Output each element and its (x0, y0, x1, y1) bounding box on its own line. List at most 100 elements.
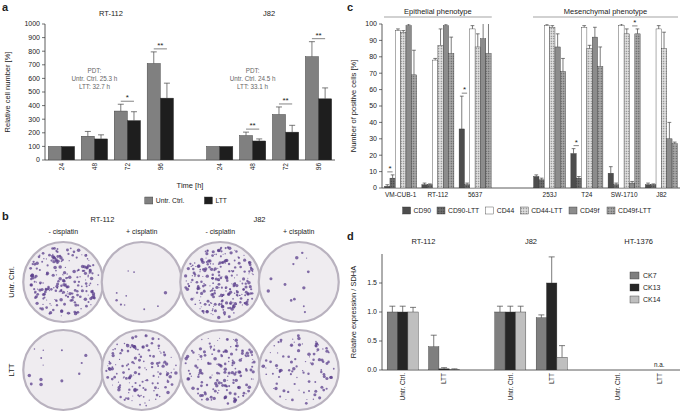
colony (173, 368, 174, 369)
colony (41, 307, 44, 310)
colony (145, 334, 148, 337)
bar (576, 178, 581, 188)
colony (291, 370, 293, 372)
colony (221, 299, 223, 301)
tick-label: 1.5 (367, 279, 377, 286)
colony (186, 280, 187, 281)
legend-swatch (437, 207, 445, 214)
colony (314, 381, 316, 383)
colony (195, 266, 196, 267)
tick-label: 100 (28, 143, 40, 150)
colony (30, 383, 33, 386)
colony (85, 290, 87, 292)
colony (164, 291, 167, 294)
colony (116, 343, 118, 345)
colony (197, 376, 199, 378)
tick (42, 132, 45, 133)
colony (201, 399, 203, 401)
colony (81, 289, 84, 292)
colony (212, 308, 214, 310)
bar (645, 185, 650, 188)
significance: * (575, 138, 578, 147)
group-line (384, 17, 492, 18)
colony (309, 356, 310, 357)
colony (285, 399, 286, 400)
colony (320, 386, 323, 389)
colony (112, 385, 113, 386)
colony (230, 346, 232, 348)
colony (56, 304, 58, 306)
colony (251, 362, 252, 363)
colony (67, 296, 69, 298)
colony (232, 359, 234, 361)
colony (86, 267, 88, 269)
colony (246, 280, 248, 282)
colony (201, 306, 202, 307)
colony (228, 385, 230, 387)
colony (66, 249, 69, 252)
tick (379, 73, 382, 74)
colony (235, 250, 237, 252)
colony (202, 310, 205, 313)
colony (171, 383, 174, 386)
error-bar (630, 181, 634, 183)
colony (229, 302, 232, 305)
colony (145, 335, 146, 336)
category-label: 24 (216, 163, 223, 171)
marks (385, 24, 678, 188)
tick (379, 155, 382, 156)
bar (408, 312, 418, 370)
bar (536, 318, 546, 370)
colony (212, 287, 214, 289)
colony (126, 344, 130, 348)
legend-swatch (630, 284, 639, 291)
colony (302, 343, 303, 344)
bar (449, 54, 454, 188)
significance: ** (249, 121, 255, 130)
colony (200, 258, 203, 261)
colony (145, 380, 146, 381)
y-axis (382, 24, 383, 188)
colonies (261, 334, 334, 404)
colony (112, 349, 114, 351)
colony (39, 378, 42, 381)
colony (194, 276, 195, 277)
colony (228, 315, 231, 318)
error-bar (598, 47, 602, 67)
colony (121, 349, 123, 351)
error-bar (497, 306, 503, 312)
colony (265, 359, 267, 361)
colony (217, 316, 220, 319)
category-label: LTT (440, 373, 447, 384)
error-bar (561, 58, 565, 71)
colony (47, 286, 49, 288)
colony (67, 293, 68, 294)
legend-swatch (569, 207, 577, 214)
colony (314, 390, 317, 393)
colony (221, 287, 223, 289)
colony (275, 364, 278, 367)
colony (67, 291, 68, 292)
colony (29, 267, 32, 270)
tick (42, 92, 45, 93)
colony (220, 266, 222, 268)
tick (379, 283, 382, 284)
colony (74, 313, 75, 314)
bar (395, 31, 400, 188)
bar (571, 154, 576, 188)
colony (170, 372, 172, 374)
colony (159, 373, 162, 376)
colony (206, 384, 208, 386)
error-bar (481, 24, 485, 39)
colony (220, 303, 222, 305)
colony (225, 290, 227, 292)
tick (379, 89, 382, 90)
colony (210, 263, 211, 264)
colony (224, 384, 226, 386)
bar (411, 75, 416, 188)
colony (311, 362, 314, 365)
colony (225, 350, 228, 353)
colony (132, 345, 135, 348)
bar (592, 37, 597, 188)
colony (223, 254, 224, 255)
